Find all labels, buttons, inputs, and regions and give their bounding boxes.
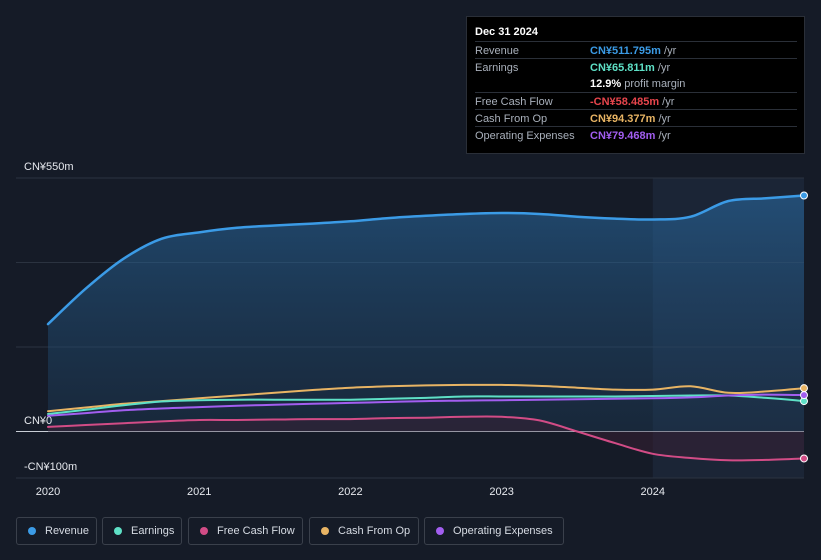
tooltip-row-free-cash-flow: Free Cash Flow -CN¥58.485m /yr xyxy=(475,92,797,110)
operating-expenses-line xyxy=(47,393,805,417)
legend-item-free-cash-flow[interactable]: Free Cash Flow xyxy=(188,517,303,545)
axis-labels-layer: CN¥550m CN¥0 -CN¥100m 2020 2021 2022 2023 2024 xyxy=(24,161,665,498)
x-axis-tick-label: 2022 xyxy=(338,486,362,498)
y-axis-label: -CN¥100m xyxy=(24,461,77,473)
y-axis-label: CN¥550m xyxy=(24,161,74,173)
revenue-area-layer xyxy=(48,195,804,461)
legend-dot-icon xyxy=(200,527,208,535)
free-cash-flow-area xyxy=(48,416,804,461)
free-cash-flow-end-point xyxy=(800,454,808,463)
legend-dot-icon xyxy=(28,527,36,535)
tooltip-value: 12.9% profit margin xyxy=(590,78,686,90)
series-end-dots-layer xyxy=(800,191,808,463)
revenue-end-point xyxy=(800,191,808,200)
earnings-line xyxy=(47,394,805,415)
tooltip-label: Operating Expenses xyxy=(475,130,575,142)
legend-item-operating-expenses[interactable]: Operating Expenses xyxy=(424,517,564,545)
tooltip-value: -CN¥58.485m /yr xyxy=(590,96,675,108)
cash-from-op-end-point xyxy=(800,384,808,393)
legend-label: Earnings xyxy=(131,525,175,537)
legend-label: Operating Expenses xyxy=(453,525,553,537)
tooltip-row-earnings: Earnings CN¥65.811m /yr xyxy=(475,58,797,76)
legend-label: Cash From Op xyxy=(338,525,411,537)
legend-label: Revenue xyxy=(45,525,90,537)
tooltip-value: CN¥94.377m /yr xyxy=(590,113,671,125)
tooltip-row-cash-from-op: Cash From Op CN¥94.377m /yr xyxy=(475,109,797,127)
legend-item-earnings[interactable]: Earnings xyxy=(102,517,182,545)
x-axis-tick-label: 2021 xyxy=(187,486,211,498)
tooltip-row-profit-margin: 12.9% profit margin xyxy=(475,75,797,92)
tooltip-label: Cash From Op xyxy=(475,113,548,125)
legend-dot-icon xyxy=(436,527,444,535)
tooltip-row-revenue: Revenue CN¥511.795m /yr xyxy=(475,41,797,59)
operating-expenses-end-point xyxy=(800,391,808,400)
legend-dot-icon xyxy=(321,527,329,535)
tooltip-label: Earnings xyxy=(475,62,519,74)
series-lines-layer xyxy=(46,194,806,462)
x-axis-tick-label: 2023 xyxy=(489,486,513,498)
x-axis-tick-label: 2024 xyxy=(641,486,665,498)
tooltip-label: Revenue xyxy=(475,45,520,57)
revenue-area xyxy=(48,195,804,432)
y-axis-label: CN¥0 xyxy=(24,415,52,427)
tooltip-value: CN¥79.468m /yr xyxy=(590,130,671,142)
revenue-line xyxy=(46,194,806,326)
tooltip-value: CN¥65.811m /yr xyxy=(590,62,671,74)
tooltip-label: Free Cash Flow xyxy=(475,96,553,108)
tooltip-value: CN¥511.795m /yr xyxy=(590,45,677,57)
tooltip-row-operating-expenses: Operating Expenses CN¥79.468m /yr xyxy=(475,126,797,144)
legend-item-revenue[interactable]: Revenue xyxy=(16,517,97,545)
legend-dot-icon xyxy=(114,527,122,535)
x-axis-tick-label: 2020 xyxy=(36,486,60,498)
tooltip-date: Dec 31 2024 xyxy=(475,26,538,38)
tooltip-panel: Dec 31 2024 Revenue CN¥511.795m /yr Earn… xyxy=(466,16,805,154)
free-cash-flow-line xyxy=(47,415,805,462)
legend-label: Free Cash Flow xyxy=(217,525,295,537)
legend-item-cash-from-op[interactable]: Cash From Op xyxy=(309,517,419,545)
